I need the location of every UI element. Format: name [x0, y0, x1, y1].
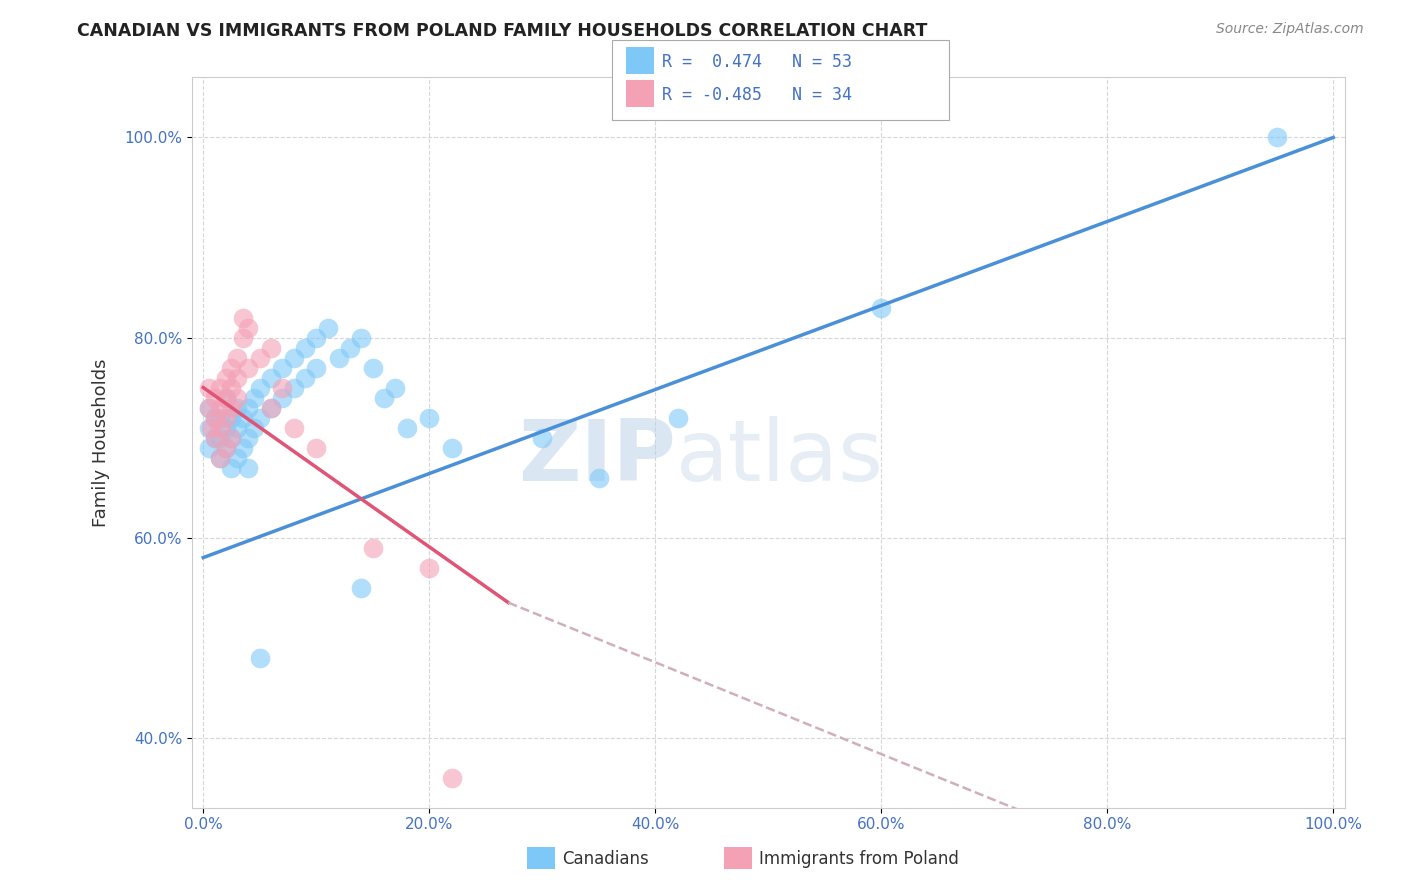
Point	[305, 330, 328, 344]
Point	[221, 431, 243, 445]
Point	[198, 380, 221, 394]
Point	[249, 351, 271, 365]
Point	[221, 360, 243, 375]
Point	[238, 401, 260, 415]
Point	[204, 410, 226, 425]
Point	[238, 320, 260, 334]
Point	[260, 370, 283, 384]
Point	[221, 431, 243, 445]
Point	[243, 420, 266, 434]
Point	[215, 410, 238, 425]
Point	[221, 460, 243, 475]
Point	[221, 380, 243, 394]
Point	[294, 341, 316, 355]
Text: Canadians: Canadians	[562, 850, 650, 868]
Point	[283, 420, 305, 434]
Point	[215, 441, 238, 455]
Point	[238, 431, 260, 445]
Point	[870, 301, 893, 315]
Point	[209, 410, 232, 425]
Point	[209, 450, 232, 465]
Point	[260, 401, 283, 415]
Point	[440, 771, 463, 785]
Point	[198, 401, 221, 415]
Point	[215, 391, 238, 405]
Text: CANADIAN VS IMMIGRANTS FROM POLAND FAMILY HOUSEHOLDS CORRELATION CHART: CANADIAN VS IMMIGRANTS FROM POLAND FAMIL…	[77, 22, 928, 40]
Point	[238, 460, 260, 475]
Point	[666, 410, 689, 425]
Point	[328, 351, 350, 365]
Point	[204, 410, 226, 425]
Point	[283, 380, 305, 394]
Point	[215, 370, 238, 384]
Point	[226, 450, 249, 465]
Point	[350, 330, 373, 344]
Point	[271, 380, 294, 394]
Point	[200, 420, 222, 434]
Point	[350, 581, 373, 595]
Point	[209, 401, 232, 415]
Point	[361, 541, 384, 555]
Text: R =  0.474   N = 53: R = 0.474 N = 53	[662, 54, 852, 71]
Point	[204, 431, 226, 445]
Point	[316, 320, 339, 334]
Point	[209, 380, 232, 394]
Point	[232, 441, 254, 455]
Text: R = -0.485   N = 34: R = -0.485 N = 34	[662, 87, 852, 104]
Point	[232, 330, 254, 344]
Point	[209, 420, 232, 434]
Point	[361, 360, 384, 375]
Point	[395, 420, 418, 434]
Point	[226, 351, 249, 365]
Point	[221, 401, 243, 415]
Point	[249, 650, 271, 665]
Point	[198, 441, 221, 455]
Point	[271, 360, 294, 375]
Point	[373, 391, 395, 405]
Point	[215, 441, 238, 455]
Point	[226, 391, 249, 405]
Point	[209, 450, 232, 465]
Point	[226, 420, 249, 434]
Point	[588, 470, 610, 484]
Point	[198, 401, 221, 415]
Point	[226, 401, 249, 415]
Point	[215, 391, 238, 405]
Point	[215, 420, 238, 434]
Point	[271, 391, 294, 405]
Point	[243, 391, 266, 405]
Text: ZIP: ZIP	[519, 416, 676, 499]
Y-axis label: Family Households: Family Households	[93, 359, 110, 527]
Point	[384, 380, 406, 394]
Point	[440, 441, 463, 455]
Text: atlas: atlas	[676, 416, 884, 499]
Point	[232, 310, 254, 325]
Point	[204, 391, 226, 405]
Point	[531, 431, 554, 445]
Point	[305, 441, 328, 455]
Point	[260, 341, 283, 355]
Text: Immigrants from Poland: Immigrants from Poland	[759, 850, 959, 868]
Point	[339, 341, 361, 355]
Point	[226, 370, 249, 384]
Point	[204, 431, 226, 445]
Point	[238, 360, 260, 375]
Point	[305, 360, 328, 375]
Point	[1265, 130, 1288, 145]
Point	[418, 560, 440, 574]
Point	[249, 380, 271, 394]
Point	[418, 410, 440, 425]
Point	[249, 410, 271, 425]
Point	[283, 351, 305, 365]
Point	[232, 410, 254, 425]
Text: Source: ZipAtlas.com: Source: ZipAtlas.com	[1216, 22, 1364, 37]
Point	[221, 410, 243, 425]
Point	[198, 420, 221, 434]
Point	[209, 431, 232, 445]
Point	[260, 401, 283, 415]
Point	[294, 370, 316, 384]
